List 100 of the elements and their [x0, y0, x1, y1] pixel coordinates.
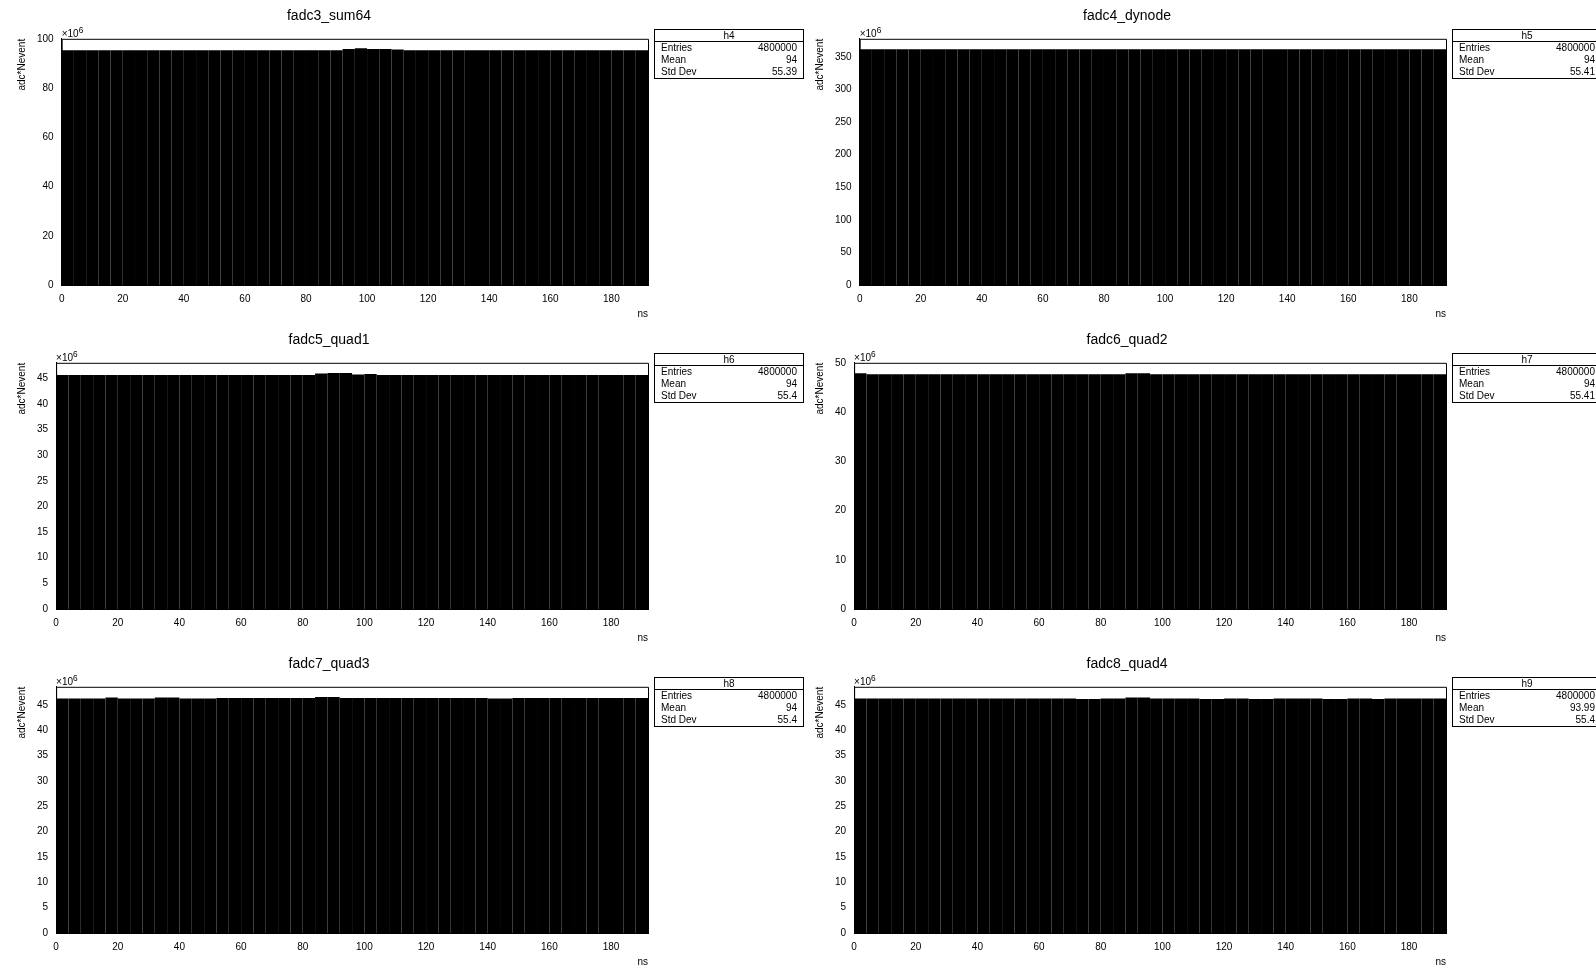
text: Entries [1459, 689, 1491, 702]
y-tick-label: 300 [835, 83, 853, 95]
y-tick-label: 50 [840, 246, 853, 258]
x-tick-label: 120 [1217, 292, 1235, 304]
text: 4800000 [1556, 365, 1595, 378]
y-tick-label: 250 [835, 115, 853, 127]
x-tick-label: 20 [112, 616, 124, 628]
chart-title: fadc6_quad2 [1086, 331, 1168, 348]
y-tick-label: 40 [835, 724, 847, 736]
y-tick-label: 10 [835, 876, 847, 888]
x-tick-label: 160 [1339, 292, 1358, 304]
y-tick-label: 40 [42, 180, 55, 192]
y-tick-label: 35 [37, 749, 49, 761]
x-tick-label: 100 [356, 940, 374, 952]
y-tick-label: 350 [835, 50, 853, 62]
x-tick-label: 80 [1095, 616, 1107, 628]
x-tick-label: 60 [239, 292, 251, 304]
x-tick-label: 180 [1400, 940, 1418, 952]
y-tick-label: 80 [42, 81, 55, 93]
chart-title: fadc5_quad1 [288, 331, 370, 348]
text: Mean [661, 53, 687, 66]
x-tick-label: 20 [910, 616, 922, 628]
y-tick-label: 40 [835, 405, 847, 417]
y-tick-label: 0 [840, 602, 847, 614]
chart-title: fadc4_dynode [1083, 7, 1172, 24]
text: Mean [661, 701, 687, 714]
y-tick-label: 15 [37, 525, 49, 537]
y-tick-label: 40 [37, 397, 49, 409]
x-tick-label: 40 [173, 940, 186, 952]
x-tick-label: 40 [971, 616, 984, 628]
annotation: ×10$^{6}$ [56, 348, 78, 364]
text: Mean [661, 377, 687, 390]
x-tick-label: 60 [1033, 940, 1046, 952]
y-tick-label: 100 [835, 213, 853, 225]
y-tick-label: 20 [835, 825, 847, 837]
x-tick-label: 20 [112, 940, 124, 952]
text: 4800000 [758, 689, 797, 702]
x-tick-label: 160 [1339, 940, 1357, 952]
text: 4800000 [758, 41, 797, 54]
x-tick-label: 180 [602, 616, 620, 628]
x-axis-title: ns [637, 955, 648, 967]
text: 55.4 [777, 389, 797, 402]
x-tick-label: 180 [602, 940, 620, 952]
y-tick-label: 60 [42, 131, 55, 143]
y-tick-label: 25 [835, 800, 847, 812]
x-tick-label: 40 [976, 292, 988, 304]
y-tick-label: 25 [37, 474, 49, 486]
x-tick-label: 140 [1278, 292, 1296, 304]
y-tick-label: 25 [37, 800, 49, 812]
x-tick-label: 60 [1037, 292, 1049, 304]
y-tick-label: 10 [835, 553, 847, 565]
y-tick-label: 10 [37, 876, 49, 888]
x-tick-label: 180 [1401, 292, 1419, 304]
text: 4800000 [1556, 689, 1595, 702]
text: 55.41 [1569, 389, 1595, 402]
y-tick-label: 30 [37, 774, 49, 786]
y-tick-label: 20 [835, 504, 847, 516]
text: 94 [785, 701, 797, 714]
y-tick-label: 30 [37, 448, 49, 460]
text: h5 [1453, 29, 1596, 42]
text: h7 [1453, 353, 1596, 366]
x-tick-label: 160 [541, 616, 559, 628]
x-tick-label: 160 [541, 292, 560, 304]
y-tick-label: 5 [42, 901, 49, 913]
text: 94 [785, 377, 797, 390]
annotation: ×10$^{6}$ [56, 672, 78, 688]
x-tick-label: 100 [1154, 940, 1172, 952]
text: 4800000 [1556, 41, 1595, 54]
x-tick-label: 0 [856, 292, 863, 304]
x-tick-label: 120 [417, 616, 435, 628]
text: 55.41 [1569, 65, 1595, 78]
x-tick-label: 20 [915, 292, 927, 304]
text: 93.99 [1569, 701, 1595, 714]
y-tick-label: 200 [835, 148, 853, 160]
text: Std Dev [661, 389, 697, 402]
x-tick-label: 80 [1098, 292, 1110, 304]
text: 94 [1583, 53, 1595, 66]
chart-title: fadc7_quad3 [288, 655, 370, 672]
y-tick-label: 0 [42, 926, 49, 938]
x-tick-label: 100 [1156, 292, 1174, 304]
text: h8 [655, 677, 803, 690]
y-tick-label: 20 [42, 229, 55, 241]
x-tick-label: 140 [1277, 616, 1295, 628]
x-tick-label: 160 [1339, 616, 1357, 628]
x-axis-title: ns [637, 307, 648, 319]
y-tick-label: 100 [37, 32, 55, 44]
annotation: ×10$^{6}$ [854, 348, 876, 364]
x-tick-label: 40 [971, 940, 984, 952]
text: Mean [1459, 701, 1485, 714]
text: 4800000 [758, 365, 797, 378]
x-tick-label: 140 [479, 616, 497, 628]
text: Std Dev [1459, 65, 1495, 78]
x-axis-title: ns [637, 631, 648, 643]
text: h4 [655, 29, 803, 42]
y-tick-label: 35 [835, 749, 847, 761]
y-tick-label: 20 [37, 825, 49, 837]
x-tick-label: 20 [117, 292, 129, 304]
text: 55.4 [777, 713, 797, 726]
x-tick-label: 180 [1400, 616, 1418, 628]
text: Entries [1459, 365, 1491, 378]
